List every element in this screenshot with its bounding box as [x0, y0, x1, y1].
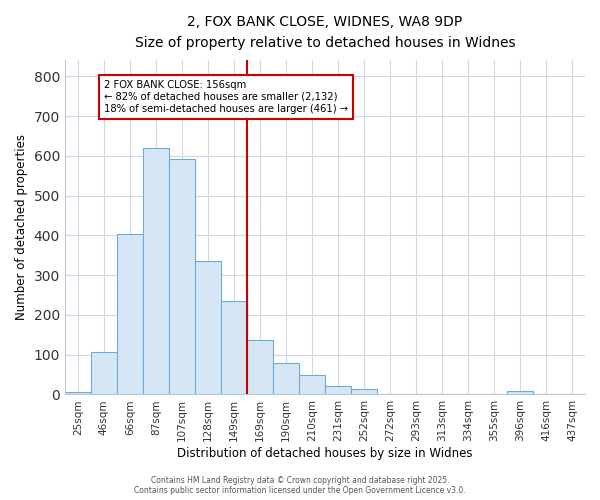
Bar	[247, 340, 273, 394]
Bar	[273, 363, 299, 394]
Bar	[117, 234, 143, 394]
X-axis label: Distribution of detached houses by size in Widnes: Distribution of detached houses by size …	[177, 447, 473, 460]
Title: 2, FOX BANK CLOSE, WIDNES, WA8 9DP
Size of property relative to detached houses : 2, FOX BANK CLOSE, WIDNES, WA8 9DP Size …	[134, 15, 515, 50]
Y-axis label: Number of detached properties: Number of detached properties	[15, 134, 28, 320]
Text: 2 FOX BANK CLOSE: 156sqm
← 82% of detached houses are smaller (2,132)
18% of sem: 2 FOX BANK CLOSE: 156sqm ← 82% of detach…	[104, 80, 348, 114]
Bar	[143, 148, 169, 394]
Bar	[221, 300, 247, 394]
Bar	[325, 386, 351, 394]
Bar	[169, 158, 195, 394]
Bar	[351, 389, 377, 394]
Bar	[195, 262, 221, 394]
Bar	[299, 374, 325, 394]
Bar	[507, 392, 533, 394]
Text: Contains HM Land Registry data © Crown copyright and database right 2025.
Contai: Contains HM Land Registry data © Crown c…	[134, 476, 466, 495]
Bar	[65, 392, 91, 394]
Bar	[91, 352, 117, 395]
